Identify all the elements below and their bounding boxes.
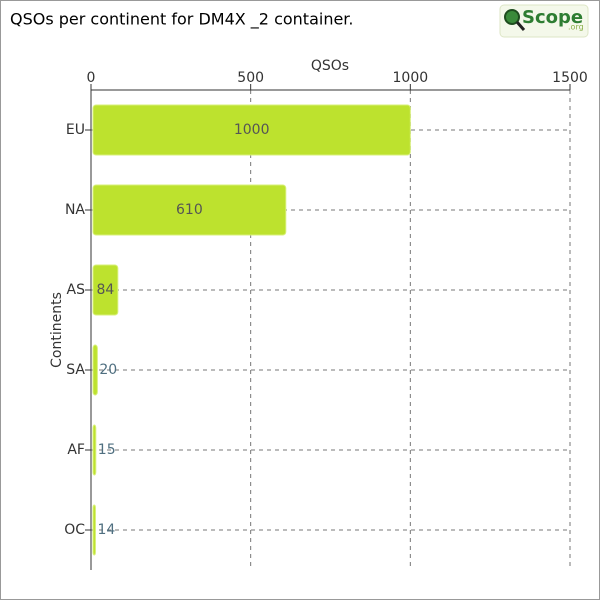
- bar: [92, 184, 287, 236]
- y-tick-label: NA: [65, 202, 85, 218]
- logo-name: Scope: [522, 7, 583, 28]
- value-label: 14: [97, 522, 115, 538]
- y-tick-label: OC: [64, 522, 85, 538]
- x-tick-label: 1500: [552, 70, 588, 86]
- value-label: 84: [96, 282, 114, 298]
- bar: [92, 264, 119, 316]
- y-tick-label: AS: [67, 282, 86, 298]
- bar: [92, 424, 97, 476]
- x-tick-label: 1000: [393, 70, 429, 86]
- chart-title: QSOs per continent for DM4X _2 container…: [10, 10, 354, 30]
- logo: Scope .org: [499, 4, 589, 38]
- x-tick-label: 0: [87, 70, 96, 86]
- bar: [92, 344, 98, 396]
- logo-lens: [504, 9, 520, 25]
- bar: [92, 104, 411, 156]
- value-label: 15: [98, 442, 116, 458]
- y-axis-label: Continents: [49, 292, 65, 368]
- y-tick-label: AF: [67, 442, 85, 458]
- logo-domain: .org: [568, 23, 584, 32]
- value-label: 20: [99, 362, 117, 378]
- y-tick-label: SA: [66, 362, 85, 378]
- logo-handle: [515, 21, 526, 31]
- value-label: 610: [176, 202, 203, 218]
- value-label: 1000: [234, 122, 270, 138]
- x-tick-label: 500: [237, 70, 264, 86]
- x-axis-label: QSOs: [311, 58, 349, 74]
- bar: [92, 504, 96, 556]
- y-tick-label: EU: [66, 122, 85, 138]
